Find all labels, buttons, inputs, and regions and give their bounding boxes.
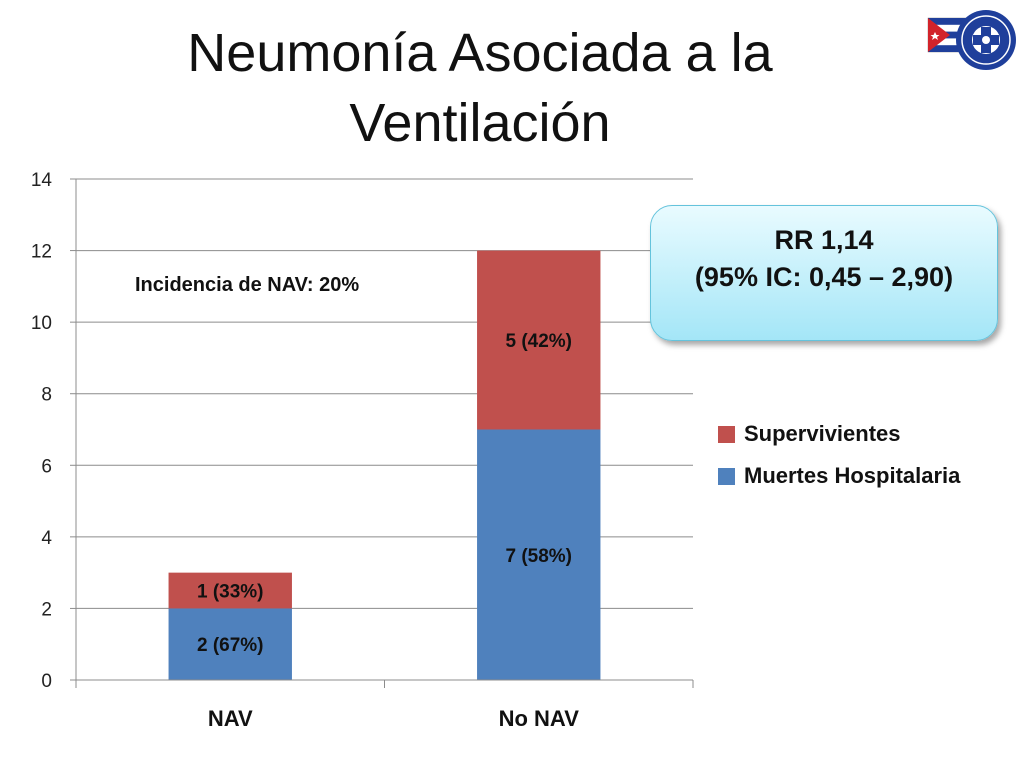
legend-swatch-muertes (718, 467, 735, 485)
y-tick-label: 12 (31, 242, 52, 263)
legend-label: Supervivientes (744, 421, 901, 446)
bars (168, 250, 601, 680)
rr-value: RR 1,14 (774, 225, 874, 255)
y-tick-label: 14 (31, 170, 53, 191)
x-category-label: NAV (208, 706, 253, 731)
legend: Supervivientes Muertes Hospitalaria (718, 413, 960, 497)
bar-segment-supervivientes (168, 572, 292, 609)
bar-data-label: 7 (58%) (505, 546, 572, 567)
bar-data-label: 5 (42%) (505, 331, 572, 352)
legend-item-muertes: Muertes Hospitalaria (718, 455, 960, 497)
y-tick-label: 4 (41, 528, 52, 549)
y-tick-label: 8 (41, 385, 52, 406)
y-tick-label: 0 (41, 671, 52, 692)
incidence-annotation: Incidencia de NAV: 20% (135, 274, 360, 296)
legend-item-supervivientes: Supervivientes (718, 413, 960, 455)
legend-swatch-supervivientes (718, 425, 735, 443)
y-tick-label: 10 (31, 313, 52, 334)
y-axis-ticks: 0 2 4 6 8 10 12 14 (31, 170, 76, 692)
bar-data-label: 1 (33%) (197, 582, 264, 603)
relative-risk-callout: RR 1,14 (95% IC: 0,45 – 2,90) (650, 205, 998, 341)
axes (75, 179, 694, 688)
x-category-label: No NAV (499, 706, 580, 731)
y-tick-label: 2 (41, 599, 52, 620)
bar-labels: 2 (67%) 1 (33%) 7 (58%) 5 (42%) (197, 331, 572, 656)
x-axis-categories: NAV No NAV (208, 706, 579, 731)
rr-confidence-interval: (95% IC: 0,45 – 2,90) (694, 262, 954, 292)
legend-label: Muertes Hospitalaria (744, 463, 961, 488)
bar-segment-supervivientes (477, 250, 601, 430)
bar-data-label: 2 (67%) (197, 635, 264, 656)
bar-segment-muertes (168, 608, 292, 680)
slide-title: Neumonía Asociada a la Ventilación (187, 23, 773, 153)
institute-logo (927, 10, 1016, 70)
y-tick-label: 6 (41, 456, 52, 477)
bar-segment-muertes (477, 429, 601, 680)
